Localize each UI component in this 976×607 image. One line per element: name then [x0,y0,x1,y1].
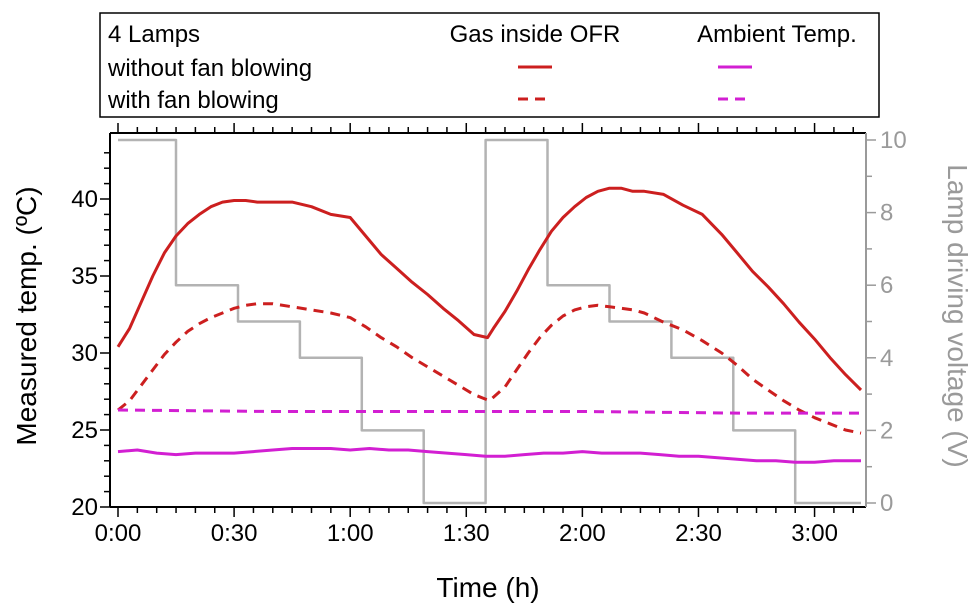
y-right-tick-label: 6 [880,272,893,299]
y-left-tick-label: 25 [71,417,98,444]
y-left-tick-label: 20 [71,494,98,521]
y-axis-right-title: Lamp driving voltage (V) [942,164,973,467]
y-axis-left-title: Measured temp. (ºC) [11,186,42,445]
legend-title: 4 Lamps [108,21,200,48]
y-right-tick-label: 8 [880,200,893,227]
legend-row-label-without-fan: without fan blowing [107,55,312,82]
plot-axes: 0:00 0:30 1:00 1:30 2:00 2:30 3:00 20 25 30 35 40 0 2… [71,123,907,547]
x-tick-label: 0:30 [211,520,258,547]
series-ambient-without-fan [117,447,861,464]
x-tick-label: 1:00 [327,520,374,547]
x-tick-label: 2:30 [675,520,722,547]
series-gas-with-fan [117,302,862,435]
x-tick-label: 0:00 [95,520,142,547]
y-right-tick-label: 4 [880,345,893,372]
y-left-tick-label: 30 [71,340,98,367]
y-right-tick-label: 0 [880,490,893,517]
series-lamp-voltage [118,138,861,505]
x-tick-label: 2:00 [559,520,606,547]
legend-row-label-with-fan: with fan blowing [107,87,279,114]
x-tick-label: 3:00 [791,520,838,547]
y-right-tick-label: 2 [880,417,893,444]
y-left-tick-label: 35 [71,263,98,290]
y-left-tick-label: 40 [71,186,98,213]
x-tick-label: 1:30 [443,520,490,547]
legend-header-ambient: Ambient Temp. [697,21,857,48]
legend: 4 Lamps without fan blowing with fan blo… [99,12,880,118]
legend-header-gas: Gas inside OFR [450,21,621,48]
y-right-tick-label: 10 [880,127,907,154]
legend-frame [99,12,880,118]
plot-series [116,138,863,505]
x-axis-title: Time (h) [436,572,539,603]
series-gas-without-fan [116,186,863,392]
